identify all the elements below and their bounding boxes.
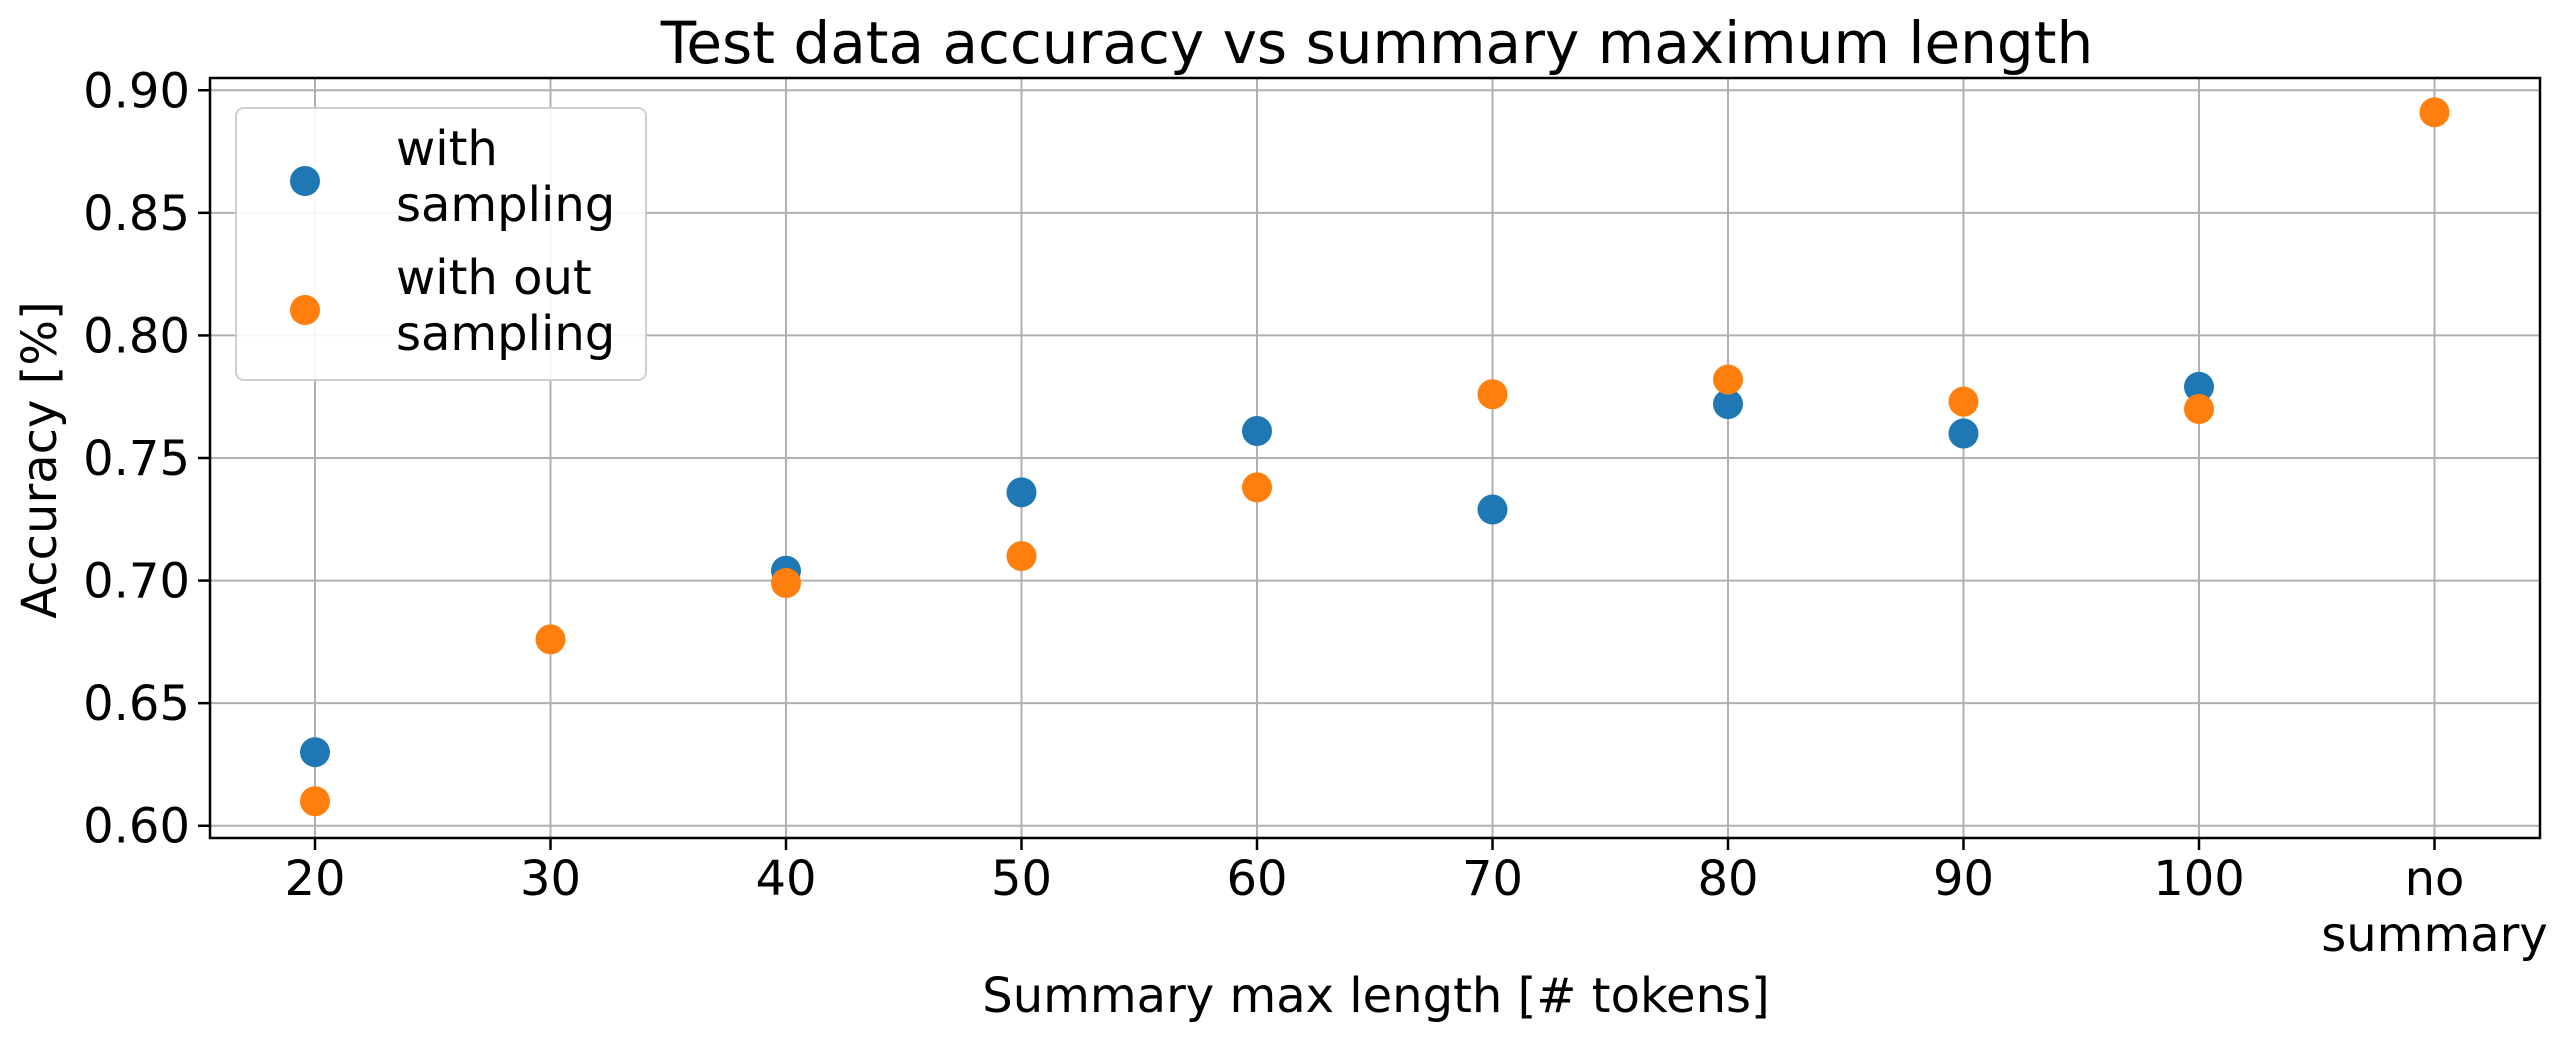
y-tick-label: 0.65 <box>83 676 190 732</box>
x-axis-ticks: 20 30 40 50 60 70 80 90 100 no summary <box>284 838 2548 963</box>
x-tick-label: 70 <box>1462 851 1523 907</box>
y-tick-label: 0.80 <box>83 308 190 364</box>
x-tick-label: no summary <box>2321 851 2548 963</box>
legend-label-series-1: with out sampling <box>396 250 615 362</box>
y-tick-label: 0.60 <box>83 799 190 855</box>
x-tick-label: 90 <box>1933 851 1994 907</box>
data-point-series-1 <box>1477 379 1508 410</box>
legend-marker-series-0 <box>290 166 320 196</box>
plot-frame <box>208 76 2542 840</box>
data-point-series-1 <box>2184 393 2214 424</box>
data-point-series-1 <box>771 568 801 599</box>
x-tick-label: 40 <box>755 851 816 907</box>
legend: with sampling with out sampling <box>235 107 647 381</box>
y-tick-label: 0.70 <box>83 554 190 610</box>
data-point-series-1 <box>1948 386 1979 417</box>
data-point-series-1 <box>300 786 330 817</box>
x-tick-label: 50 <box>991 851 1052 907</box>
data-point-series-0 <box>1006 477 1037 508</box>
x-tick-label: 80 <box>1697 851 1758 907</box>
data-point-series-1 <box>2419 97 2450 128</box>
data-point-series-0 <box>1948 418 1979 449</box>
data-point-series-1 <box>535 624 566 655</box>
y-tick-label: 0.75 <box>83 431 190 487</box>
x-tick-label: 100 <box>2153 851 2245 907</box>
data-point-series-0 <box>1242 416 1272 447</box>
data-point-series-1 <box>1006 541 1037 572</box>
y-axis-ticks: 0.60 0.65 0.70 0.75 0.80 0.85 0.90 <box>83 63 210 855</box>
y-axis-label: Accuracy [%] <box>12 301 68 618</box>
x-axis-label: Summary max length [# tokens] <box>982 968 1769 1024</box>
x-tick-label: 60 <box>1226 851 1287 907</box>
chart-title: Test data accuracy vs summary maximum le… <box>660 9 2094 77</box>
legend-marker-series-1 <box>290 295 320 325</box>
data-point-series-0 <box>1477 494 1508 525</box>
data-points <box>300 97 2450 817</box>
legend-box <box>235 107 647 381</box>
data-point-series-1 <box>1713 364 1743 395</box>
legend-label-series-0: with sampling <box>396 121 615 233</box>
y-tick-label: 0.90 <box>83 63 190 119</box>
data-point-series-0 <box>300 737 330 768</box>
data-point-series-1 <box>1242 472 1272 503</box>
data-point-series-0 <box>2184 371 2214 402</box>
x-tick-label: 20 <box>284 851 345 907</box>
x-tick-label: 30 <box>520 851 581 907</box>
y-tick-label: 0.85 <box>83 186 190 242</box>
data-point-series-0 <box>1713 389 1743 420</box>
